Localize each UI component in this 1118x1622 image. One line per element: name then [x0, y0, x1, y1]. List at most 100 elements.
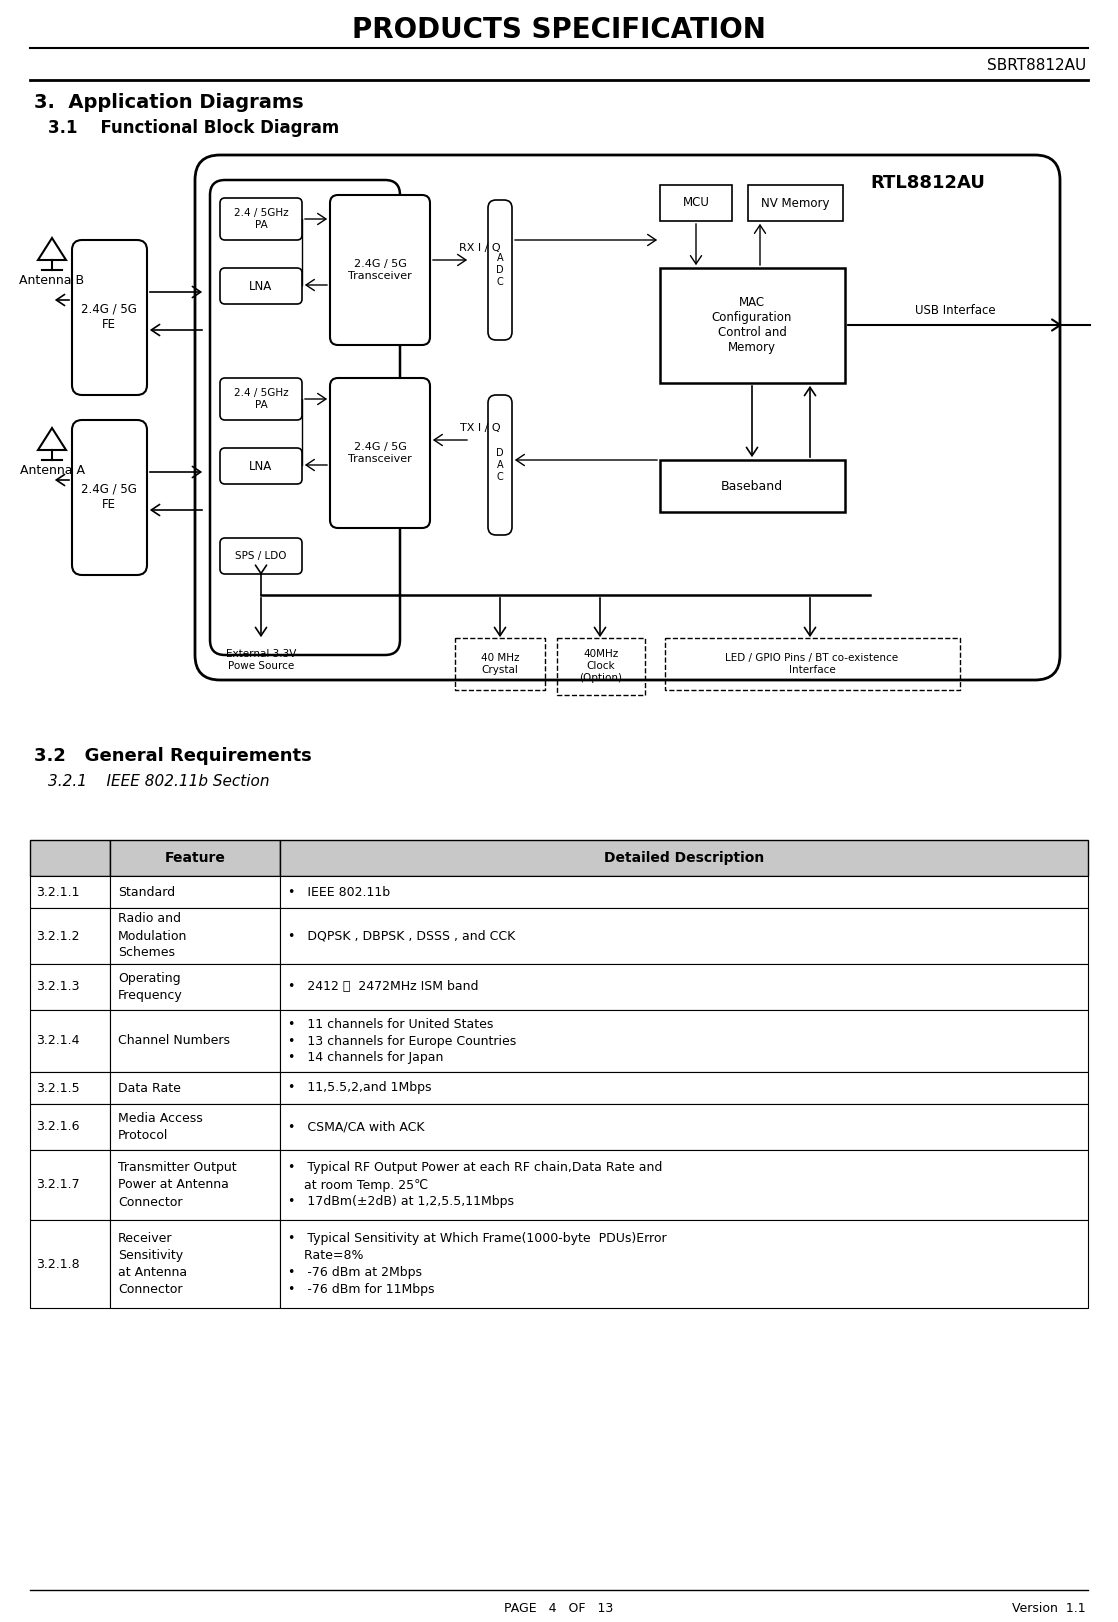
Text: LNA: LNA	[249, 279, 273, 292]
FancyBboxPatch shape	[72, 420, 146, 576]
Text: 3.2.1.2: 3.2.1.2	[36, 929, 79, 942]
FancyBboxPatch shape	[487, 396, 512, 535]
Bar	[748, 185, 843, 221]
Text: Version  1.1: Version 1.1	[1013, 1601, 1086, 1614]
Bar	[30, 1105, 110, 1150]
Text: Standard: Standard	[119, 886, 176, 899]
Bar	[660, 268, 845, 383]
Text: 3.2.1    IEEE 802.11b Section: 3.2.1 IEEE 802.11b Section	[48, 774, 269, 790]
Text: Detailed Description: Detailed Description	[604, 852, 764, 865]
Bar	[110, 908, 280, 963]
Bar	[30, 1150, 110, 1220]
Text: Antenna A: Antenna A	[19, 464, 85, 477]
Bar	[110, 1105, 280, 1150]
Text: 3.2   General Requirements: 3.2 General Requirements	[34, 748, 312, 766]
FancyBboxPatch shape	[220, 539, 302, 574]
Text: Antenna B: Antenna B	[19, 274, 85, 287]
Text: NV Memory: NV Memory	[760, 196, 830, 209]
Text: RTL8812AU: RTL8812AU	[870, 174, 985, 191]
Bar	[30, 876, 110, 908]
Text: •   IEEE 802.11b: • IEEE 802.11b	[288, 886, 390, 899]
Bar	[30, 908, 110, 963]
Text: Media Access
Protocol: Media Access Protocol	[119, 1113, 202, 1142]
Bar	[660, 461, 845, 513]
Bar	[30, 963, 110, 1011]
Text: 3.2.1.1: 3.2.1.1	[36, 886, 79, 899]
Text: •   Typical Sensitivity at Which Frame(1000-byte  PDUs)Error
    Rate=8%
•   -76: • Typical Sensitivity at Which Frame(100…	[288, 1233, 666, 1296]
Text: 3.2.1.6: 3.2.1.6	[36, 1121, 79, 1134]
FancyBboxPatch shape	[210, 180, 400, 655]
Bar	[280, 1072, 1088, 1105]
Bar	[280, 840, 1088, 876]
FancyBboxPatch shape	[330, 195, 430, 345]
FancyBboxPatch shape	[220, 198, 302, 240]
FancyBboxPatch shape	[220, 268, 302, 303]
Bar	[110, 1011, 280, 1072]
Text: LNA: LNA	[249, 459, 273, 472]
Text: 40MHz
Clock
(Option): 40MHz Clock (Option)	[579, 649, 623, 683]
Text: Feature: Feature	[164, 852, 226, 865]
Bar	[30, 840, 110, 876]
Text: 3.2.1.4: 3.2.1.4	[36, 1035, 79, 1048]
Text: •   2412 ～  2472MHz ISM band: • 2412 ～ 2472MHz ISM band	[288, 981, 479, 994]
Text: •   11 channels for United States
•   13 channels for Europe Countries
•   14 ch: • 11 channels for United States • 13 cha…	[288, 1017, 517, 1064]
Bar	[110, 1220, 280, 1307]
Text: Baseband: Baseband	[721, 480, 783, 493]
Bar	[30, 1072, 110, 1105]
Text: •   DQPSK , DBPSK , DSSS , and CCK: • DQPSK , DBPSK , DSSS , and CCK	[288, 929, 515, 942]
Text: 2.4G / 5G
FE: 2.4G / 5G FE	[82, 483, 136, 511]
Text: Transmitter Output
Power at Antenna
Connector: Transmitter Output Power at Antenna Conn…	[119, 1161, 237, 1208]
Bar	[110, 840, 280, 876]
Bar	[280, 876, 1088, 908]
Text: D
A
C: D A C	[496, 448, 504, 482]
FancyBboxPatch shape	[487, 200, 512, 341]
FancyBboxPatch shape	[330, 378, 430, 529]
Text: MCU: MCU	[683, 196, 710, 209]
Text: A
D
C: A D C	[496, 253, 504, 287]
Bar	[280, 1150, 1088, 1220]
Text: 3.2.1.3: 3.2.1.3	[36, 981, 79, 994]
Text: 3.2.1.7: 3.2.1.7	[36, 1179, 79, 1192]
FancyBboxPatch shape	[220, 378, 302, 420]
Text: SBRT8812AU: SBRT8812AU	[987, 58, 1086, 73]
Bar	[110, 1072, 280, 1105]
Text: PRODUCTS SPECIFICATION: PRODUCTS SPECIFICATION	[352, 16, 766, 44]
Text: •   11,5.5,2,and 1Mbps: • 11,5.5,2,and 1Mbps	[288, 1082, 432, 1095]
Bar	[280, 908, 1088, 963]
Bar	[110, 963, 280, 1011]
Text: •   CSMA/CA with ACK: • CSMA/CA with ACK	[288, 1121, 425, 1134]
Bar	[110, 1150, 280, 1220]
Text: 2.4G / 5G
FE: 2.4G / 5G FE	[82, 303, 136, 331]
Bar	[280, 963, 1088, 1011]
Text: Receiver
Sensitivity
at Antenna
Connector: Receiver Sensitivity at Antenna Connecto…	[119, 1233, 187, 1296]
Text: PAGE   4   OF   13: PAGE 4 OF 13	[504, 1601, 614, 1614]
Text: 2.4G / 5G
Transceiver: 2.4G / 5G Transceiver	[348, 443, 411, 464]
FancyBboxPatch shape	[72, 240, 146, 396]
Text: 3.2.1.8: 3.2.1.8	[36, 1257, 79, 1270]
Text: Channel Numbers: Channel Numbers	[119, 1035, 230, 1048]
Bar	[280, 1011, 1088, 1072]
Bar	[280, 1105, 1088, 1150]
Text: 3.2.1.5: 3.2.1.5	[36, 1082, 79, 1095]
Text: 2.4G / 5G
Transceiver: 2.4G / 5G Transceiver	[348, 260, 411, 281]
Text: SPS / LDO: SPS / LDO	[235, 551, 286, 561]
Bar	[110, 876, 280, 908]
Text: 40 MHz
Crystal: 40 MHz Crystal	[481, 654, 519, 675]
Text: Operating
Frequency: Operating Frequency	[119, 972, 182, 1002]
Text: RX I / Q: RX I / Q	[459, 243, 501, 253]
FancyBboxPatch shape	[195, 156, 1060, 680]
Text: MAC
Configuration
Control and
Memory: MAC Configuration Control and Memory	[712, 295, 793, 354]
Bar	[280, 1220, 1088, 1307]
Text: Data Rate: Data Rate	[119, 1082, 181, 1095]
Text: TX I / Q: TX I / Q	[459, 423, 501, 433]
Text: 3.1    Functional Block Diagram: 3.1 Functional Block Diagram	[48, 118, 339, 136]
Text: 2.4 / 5GHz
PA: 2.4 / 5GHz PA	[234, 208, 288, 230]
Text: LED / GPIO Pins / BT co-existence
Interface: LED / GPIO Pins / BT co-existence Interf…	[726, 654, 899, 675]
Text: •   Typical RF Output Power at each RF chain,Data Rate and
    at room Temp. 25℃: • Typical RF Output Power at each RF cha…	[288, 1161, 662, 1208]
Text: Radio and
Modulation
Schemes: Radio and Modulation Schemes	[119, 913, 188, 960]
Text: USB Interface: USB Interface	[915, 303, 995, 316]
Bar	[30, 1220, 110, 1307]
Text: 3.  Application Diagrams: 3. Application Diagrams	[34, 94, 304, 112]
FancyBboxPatch shape	[220, 448, 302, 483]
Bar	[30, 1011, 110, 1072]
